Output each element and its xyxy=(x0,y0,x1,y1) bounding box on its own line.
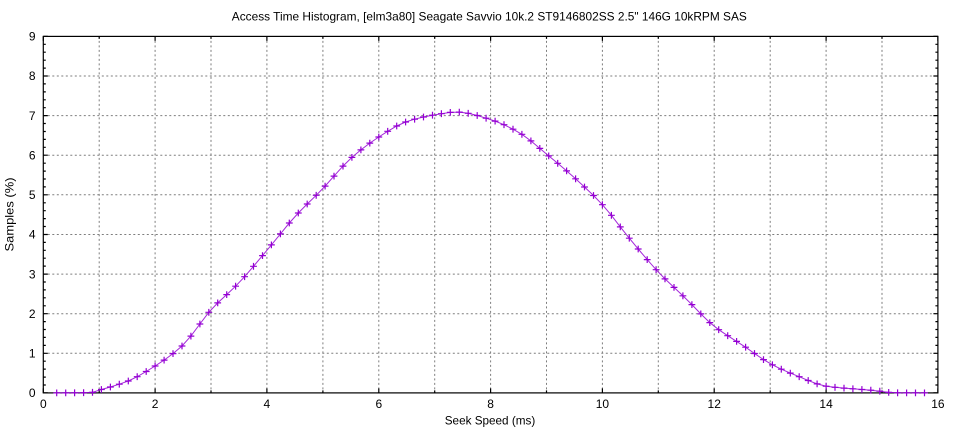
svg-text:14: 14 xyxy=(819,397,833,411)
svg-text:4: 4 xyxy=(29,228,36,242)
svg-text:0: 0 xyxy=(40,397,47,411)
svg-text:3: 3 xyxy=(29,267,36,281)
svg-text:8: 8 xyxy=(29,69,36,83)
svg-text:16: 16 xyxy=(931,397,945,411)
svg-text:Seek Speed (ms): Seek Speed (ms) xyxy=(445,414,536,428)
svg-text:8: 8 xyxy=(487,397,494,411)
svg-text:2: 2 xyxy=(152,397,159,411)
svg-text:9: 9 xyxy=(29,30,36,44)
svg-text:7: 7 xyxy=(29,109,36,123)
svg-text:12: 12 xyxy=(708,397,722,411)
svg-text:5: 5 xyxy=(29,188,36,202)
svg-text:2: 2 xyxy=(29,307,36,321)
svg-text:10: 10 xyxy=(596,397,610,411)
svg-text:6: 6 xyxy=(29,148,36,162)
svg-text:6: 6 xyxy=(375,397,382,411)
svg-text:0: 0 xyxy=(29,386,36,400)
svg-text:Samples (%): Samples (%) xyxy=(2,178,16,252)
svg-text:Access Time Histogram, [elm3a8: Access Time Histogram, [elm3a80] Seagate… xyxy=(232,10,747,24)
svg-text:1: 1 xyxy=(29,347,36,361)
svg-text:4: 4 xyxy=(264,397,271,411)
